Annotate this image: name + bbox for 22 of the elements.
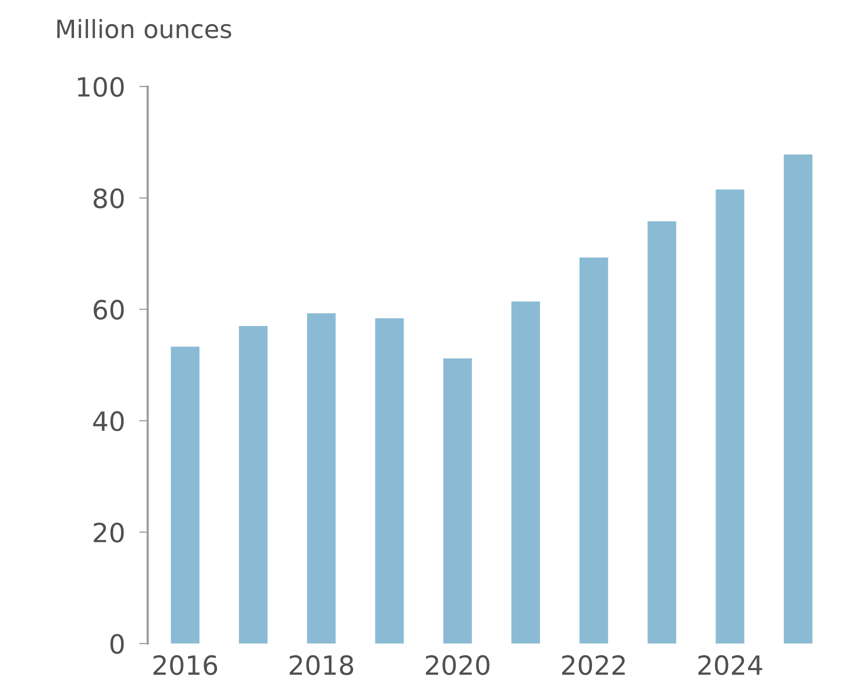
y-tick-label: 100 [78,76,124,97]
y-tick-label: 80 [94,188,124,208]
x-tick-label: 2024 [698,655,762,676]
bar [579,258,608,644]
bar [648,221,676,644]
y-tick-label: 0 [110,634,124,654]
x-tick-label: 2022 [562,655,625,676]
bar [784,154,812,644]
bar [170,346,200,644]
bar [375,318,404,644]
y-tick-label: 40 [93,411,124,432]
bar [443,358,472,644]
y-axis-title: Million ounces [57,19,232,38]
bar [238,326,268,644]
y-tick-label: 60 [94,300,124,320]
bar [716,190,744,644]
bar [511,302,540,644]
x-tick-label: 2018 [290,655,354,676]
y-tick-label: 20 [94,522,124,543]
x-tick-label: 2020 [426,655,490,676]
x-tick-label: 2016 [154,655,218,676]
bar [307,313,336,644]
